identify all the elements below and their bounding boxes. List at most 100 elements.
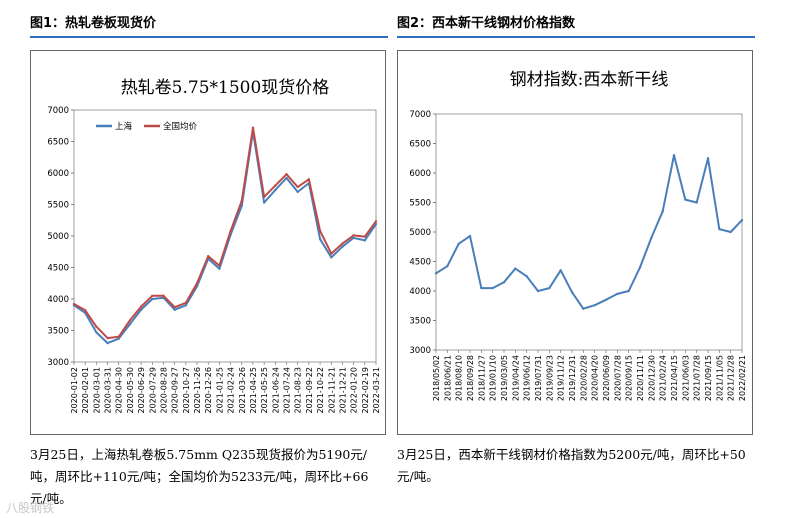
data-point — [638, 266, 642, 269]
x-tick-label: 2019/11/12 — [557, 355, 566, 401]
x-tick-label: 2022/02/21 — [738, 355, 747, 401]
data-point — [95, 325, 98, 328]
data-point — [434, 272, 438, 275]
x-tick-label: 2020-04-30 — [115, 367, 124, 414]
legend-label: 全国均价 — [163, 121, 198, 132]
y-tick-label: 4500 — [409, 258, 431, 268]
data-point — [374, 220, 378, 223]
x-tick-label: 2018/11/27 — [477, 355, 486, 401]
x-tick-label: 2021/09/15 — [704, 355, 713, 401]
data-point — [128, 323, 132, 326]
data-point — [251, 126, 255, 129]
x-tick-label: 2022-01-20 — [350, 367, 359, 414]
hot-rolled-price-chart: 热轧卷5.75*1500现货价格 3000 3500 4000 4500 5000 5500… — [47, 78, 381, 414]
y-tick-label: 3000 — [47, 358, 69, 368]
x-tick-label: 2020-05-30 — [126, 367, 135, 414]
x-tick-label: 2022-03-21 — [372, 367, 381, 414]
x-tick-label: 2020/04/20 — [591, 355, 600, 401]
y-tick-label: 6000 — [409, 169, 431, 179]
y-tick-label: 3500 — [409, 317, 431, 327]
data-point — [559, 269, 562, 272]
data-point — [468, 234, 472, 238]
figure-1-header: 图1：热轧卷板现货价 — [30, 12, 388, 38]
x-tick-label: 2019/01/10 — [489, 355, 498, 401]
x-tick-label: 2020-03-31 — [104, 367, 113, 414]
data-point — [262, 201, 266, 204]
x-tick-label: 2021-07-24 — [283, 367, 292, 414]
figure-2-panel: 图2：西本新干线钢材价格指数 钢材指数:西本新干线 3000 3500 4000 450… — [397, 12, 755, 484]
x-tick-label: 2021/07/28 — [693, 355, 702, 401]
data-point — [139, 305, 143, 308]
data-point — [195, 282, 199, 285]
x-tick-label: 2020/02/28 — [579, 355, 588, 401]
data-point — [457, 242, 460, 245]
data-point — [582, 307, 585, 310]
data-point — [173, 308, 176, 311]
x-tick-label: 2019/09/23 — [545, 355, 554, 401]
x-tick-label: 2020-07-29 — [148, 367, 157, 414]
data-point — [318, 229, 322, 233]
figure-2-chart: 钢材指数:西本新干线 3000 3500 4000 4500 5000 5500 6000 65… — [397, 50, 753, 435]
data-point — [491, 286, 494, 290]
data-point — [514, 267, 517, 270]
data-point — [684, 198, 687, 201]
x-tick-label: 2020/09/15 — [625, 355, 634, 401]
series-line-2 — [73, 126, 377, 340]
x-tick-label: 2021-10-22 — [316, 367, 325, 414]
data-point — [218, 264, 221, 267]
data-point — [695, 201, 698, 204]
y-tick-label: 4000 — [409, 287, 431, 297]
x-tick-label: 2019/07/31 — [534, 355, 543, 401]
xiben-index-chart: 钢材指数:西本新干线 3000 3500 4000 4500 5000 5500 6000 65… — [409, 70, 747, 401]
plot-area — [435, 113, 743, 351]
x-tick-label: 2018/05/02 — [432, 355, 441, 401]
x-tick-label: 2021-01-25 — [215, 367, 224, 414]
x-tick-label: 2018/08/10 — [455, 355, 464, 401]
x-tick-label: 2021-02-24 — [227, 367, 236, 414]
x-tick-label: 2019/06/12 — [523, 355, 532, 401]
data-point — [330, 252, 333, 255]
x-tick-label: 2020-01-02 — [70, 367, 79, 414]
x-tick-label: 2021-04-25 — [249, 367, 258, 414]
data-point — [151, 297, 154, 301]
data-point — [650, 236, 653, 240]
figure-1-chart: 热轧卷5.75*1500现货价格 3000 3500 4000 4500 5000 5500… — [30, 50, 386, 435]
data-point — [718, 227, 721, 231]
series-line-1 — [435, 154, 743, 310]
x-tick-label: 2018/09/28 — [466, 355, 475, 401]
data-point — [661, 210, 664, 213]
data-point — [274, 188, 277, 192]
data-point — [117, 337, 120, 340]
data-point — [151, 294, 154, 298]
data-point — [296, 185, 299, 189]
series-line-1 — [73, 130, 377, 345]
data-point — [106, 336, 109, 340]
y-tick-label: 6500 — [47, 138, 69, 148]
data-point — [616, 292, 619, 296]
data-point — [173, 305, 176, 309]
data-point — [548, 286, 551, 290]
x-tick-label: 2020-08-28 — [159, 367, 168, 414]
data-point — [352, 234, 355, 237]
x-tick-label: 2020-10-27 — [182, 367, 191, 414]
data-point — [341, 245, 344, 248]
figure-2-header: 图2：西本新干线钢材价格指数 — [397, 12, 755, 38]
x-tick-label: 2020-06-29 — [137, 367, 146, 414]
data-point — [318, 237, 322, 241]
x-tick-label: 2021/04/15 — [670, 355, 679, 401]
x-tick-label: 2020-09-27 — [171, 367, 180, 414]
x-tick-label: 2020-02-01 — [81, 367, 90, 414]
x-tick-label: 2020/06/09 — [602, 355, 611, 401]
plot-area — [73, 109, 377, 363]
data-point — [740, 219, 744, 222]
data-point — [330, 256, 333, 259]
data-point — [341, 242, 344, 245]
data-point — [352, 236, 355, 240]
data-point — [706, 157, 710, 160]
data-point — [106, 341, 109, 345]
data-point — [128, 319, 132, 322]
x-tick-label: 2021-03-26 — [238, 367, 247, 414]
data-point — [446, 265, 449, 268]
data-point — [95, 331, 98, 334]
data-point — [593, 303, 596, 307]
